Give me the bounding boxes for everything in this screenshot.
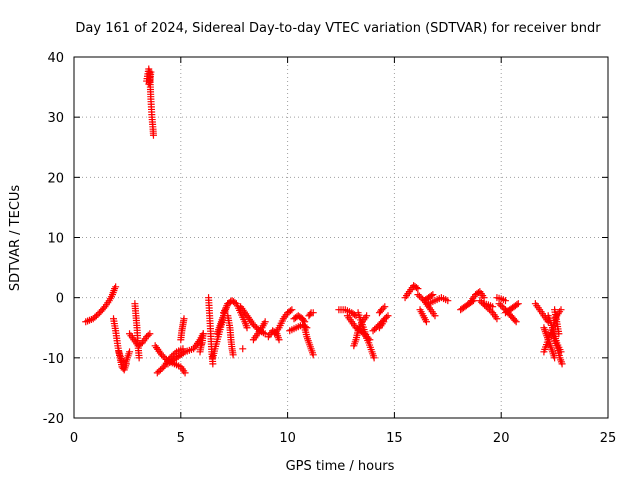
data-point (381, 303, 389, 311)
data-point (179, 349, 187, 357)
data-point (380, 318, 388, 326)
data-point (153, 369, 161, 377)
x-tick-label: 25 (600, 431, 617, 446)
data-point (557, 306, 565, 314)
data-point (363, 312, 371, 320)
chart-title: Day 161 of 2024, Sidereal Day-to-day VTE… (75, 21, 601, 36)
data-point (381, 315, 389, 323)
data-point (249, 321, 257, 329)
data-point (91, 313, 99, 321)
data-point (369, 327, 377, 335)
data-point (444, 297, 452, 305)
data-point (149, 131, 157, 139)
data-point (512, 318, 520, 326)
data-point (414, 285, 422, 293)
data-point (135, 354, 143, 362)
x-tick-label: 15 (386, 431, 403, 446)
data-point (94, 310, 102, 318)
data-point (378, 306, 386, 314)
data-point (147, 68, 155, 76)
data-point (558, 360, 566, 368)
data-point (144, 331, 152, 339)
data-point (288, 306, 296, 314)
data-point (209, 360, 217, 368)
data-point (261, 330, 269, 338)
data-point (243, 324, 251, 332)
data-point (143, 333, 151, 341)
data-point (275, 336, 283, 344)
x-axis-label: GPS time / hours (286, 459, 395, 474)
data-point (89, 315, 97, 323)
data-point (422, 318, 430, 326)
x-tick-label: 20 (493, 431, 510, 446)
data-point (501, 297, 509, 305)
grid-lines (74, 57, 608, 418)
data-point (427, 292, 435, 300)
data-point (414, 291, 422, 299)
data-points (82, 65, 566, 377)
data-point (497, 301, 505, 309)
data-point (480, 294, 488, 302)
data-point (513, 301, 521, 309)
data-point (514, 300, 522, 308)
data-point (493, 315, 501, 323)
data-point (112, 283, 120, 291)
y-tick-label: 0 (56, 292, 64, 307)
data-point (301, 318, 309, 326)
data-point (429, 291, 437, 299)
data-point (500, 304, 508, 312)
x-tick-labels: 0 5 10 15 20 25 (70, 431, 616, 446)
data-point (485, 306, 493, 314)
data-point (468, 298, 476, 306)
data-point (555, 330, 563, 338)
axis-ticks (73, 56, 609, 419)
data-point (415, 292, 423, 300)
data-point (100, 304, 108, 312)
data-point (126, 348, 134, 356)
data-point (286, 307, 294, 315)
data-point (412, 284, 420, 292)
x-tick-label: 10 (279, 431, 296, 446)
data-point (300, 316, 308, 324)
data-point (181, 369, 189, 377)
y-tick-label: -20 (43, 412, 64, 427)
data-point (199, 330, 207, 338)
data-point (370, 354, 378, 362)
data-point (382, 313, 390, 321)
data-point (379, 304, 387, 312)
x-tick-label: 5 (177, 431, 185, 446)
data-point (146, 330, 154, 338)
data-point (431, 312, 439, 320)
data-point (511, 316, 519, 324)
data-point (159, 352, 167, 360)
x-tick-label: 0 (70, 431, 78, 446)
data-point (118, 357, 126, 365)
data-point (306, 310, 314, 318)
y-tick-labels: -20 -10 0 10 20 30 40 (43, 51, 64, 427)
data-point (92, 312, 100, 320)
data-point (180, 315, 188, 323)
y-tick-label: -10 (43, 352, 64, 367)
data-point (261, 318, 269, 326)
data-point (239, 345, 247, 353)
y-tick-label: 40 (47, 51, 64, 66)
data-point (251, 322, 259, 330)
data-point (309, 351, 317, 359)
data-point (371, 325, 379, 333)
data-point (476, 297, 484, 305)
data-point (157, 366, 165, 374)
data-point (229, 351, 237, 359)
data-point (417, 294, 425, 302)
data-point (309, 309, 317, 317)
data-point (384, 312, 392, 320)
y-tick-label: 30 (47, 111, 64, 126)
data-point (155, 367, 163, 375)
data-point (498, 303, 506, 311)
y-axis-label: SDTVAR / TECUs (8, 185, 23, 292)
y-tick-label: 10 (47, 232, 64, 247)
y-tick-label: 20 (47, 171, 64, 186)
data-point (158, 351, 166, 359)
data-point (489, 303, 497, 311)
